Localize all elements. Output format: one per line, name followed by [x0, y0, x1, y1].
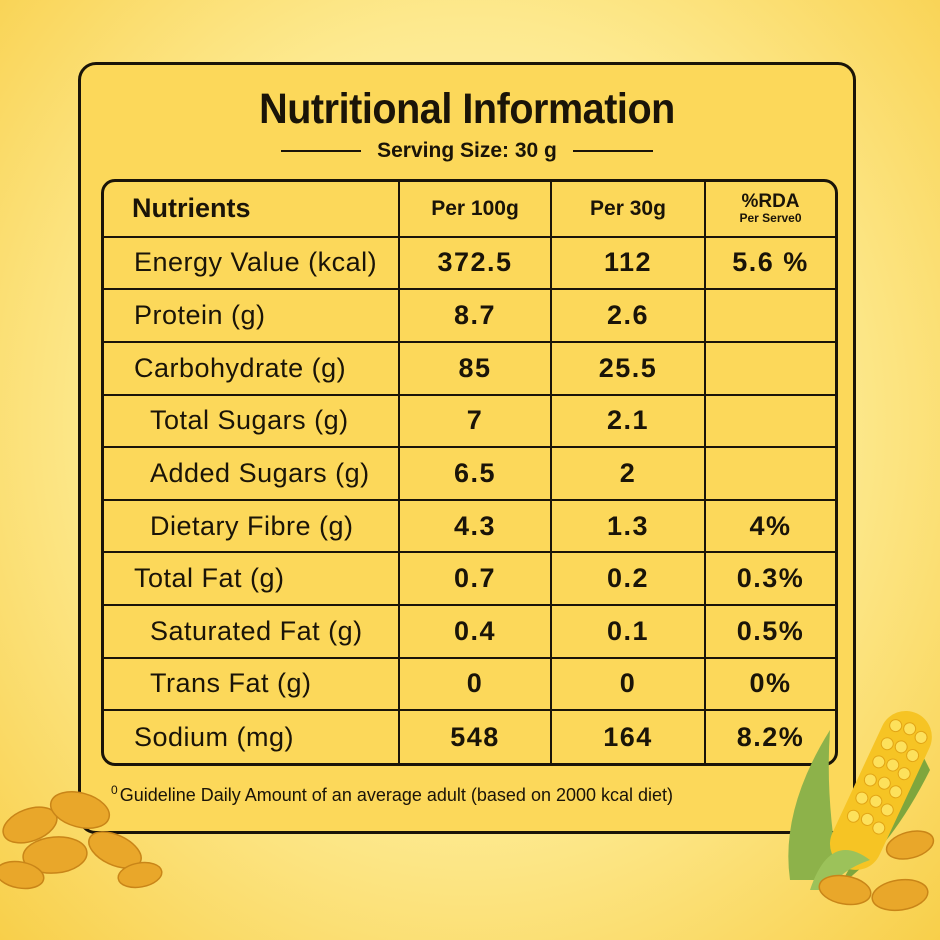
value-rda — [704, 393, 835, 449]
value-rda — [704, 340, 835, 396]
table-header-row: Nutrients Per 100g Per 30g %RDA Per Serv… — [104, 182, 835, 238]
header-rda-sub: Per Serve0 — [739, 211, 802, 226]
nutrient-name: Protein (g) — [104, 288, 400, 343]
serving-size-label: Serving Size: 30 g — [377, 139, 557, 162]
nutrient-name: Trans Fat (g) — [104, 656, 400, 712]
nutrient-name: Total Sugars (g) — [104, 393, 400, 449]
value-per-30g: 2.6 — [550, 288, 706, 343]
value-rda: 4% — [704, 498, 835, 554]
corn-cob-image — [788, 710, 932, 890]
nutrition-table: Nutrients Per 100g Per 30g %RDA Per Serv… — [101, 179, 838, 766]
value-per-30g: 0.2 — [550, 551, 706, 607]
table-row: Added Sugars (g) 6.5 2 — [104, 446, 835, 501]
nutrient-name: Total Fat (g) — [104, 551, 400, 607]
value-per-30g: 0.1 — [550, 604, 706, 659]
value-rda — [704, 288, 835, 343]
value-rda: 0.3% — [704, 551, 835, 607]
nutrient-name: Sodium (mg) — [104, 709, 400, 763]
footnote-marker: 0 — [111, 783, 118, 797]
footnote: 0 Guideline Daily Amount of an average ad… — [111, 783, 673, 806]
value-rda: 5.6 % — [704, 236, 835, 291]
value-per-30g: 1.3 — [550, 498, 706, 554]
value-per-100g: 0.7 — [398, 551, 552, 607]
footnote-text: Guideline Daily Amount of an average adu… — [119, 785, 674, 805]
table-row: Sodium (mg) 548 164 8.2% — [104, 709, 835, 763]
value-per-100g: 8.7 — [398, 288, 552, 343]
divider — [281, 150, 362, 152]
table-row: Carbohydrate (g) 85 25.5 — [104, 340, 835, 396]
value-rda — [704, 446, 835, 501]
nutrient-name: Carbohydrate (g) — [104, 340, 400, 396]
table-row: Trans Fat (g) 0 0 0% — [104, 656, 835, 712]
value-per-30g: 0 — [550, 656, 706, 712]
value-per-100g: 6.5 — [398, 446, 552, 501]
page-title: Nutritional Information — [259, 85, 675, 133]
nutrient-name: Added Sugars (g) — [104, 446, 400, 501]
nutrient-name: Energy Value (kcal) — [104, 236, 400, 291]
value-rda: 0% — [704, 656, 835, 712]
header-rda: %RDA Per Serve0 — [704, 182, 835, 238]
value-rda: 8.2% — [704, 709, 835, 763]
table-row: Dietary Fibre (g) 4.3 1.3 4% — [104, 498, 835, 554]
table-row: Protein (g) 8.7 2.6 — [104, 288, 835, 343]
value-per-100g: 0 — [398, 656, 552, 712]
table-row: Saturated Fat (g) 0.4 0.1 0.5% — [104, 604, 835, 659]
table-row: Energy Value (kcal) 372.5 112 5.6 % — [104, 236, 835, 291]
header-rda-label: %RDA — [741, 191, 800, 213]
nutrition-panel: Nutritional Information Serving Size: 30… — [78, 62, 856, 834]
value-per-100g: 548 — [398, 709, 552, 763]
value-per-30g: 112 — [550, 236, 706, 291]
table-row: Total Sugars (g) 7 2.1 — [104, 393, 835, 449]
serving-size: Serving Size: 30 g — [81, 139, 853, 163]
nutrient-name: Dietary Fibre (g) — [104, 498, 400, 554]
header-nutrients: Nutrients — [104, 182, 400, 238]
value-rda: 0.5% — [704, 604, 835, 659]
value-per-100g: 372.5 — [398, 236, 552, 291]
corn-flakes-image — [0, 791, 163, 890]
nutrient-name: Saturated Fat (g) — [104, 604, 400, 659]
corn-flakes-image — [818, 830, 935, 912]
header-per-100g: Per 100g — [398, 182, 552, 238]
value-per-100g: 85 — [398, 340, 552, 396]
value-per-100g: 0.4 — [398, 604, 552, 659]
value-per-100g: 4.3 — [398, 498, 552, 554]
value-per-30g: 25.5 — [550, 340, 706, 396]
value-per-30g: 164 — [550, 709, 706, 763]
header-per-30g: Per 30g — [550, 182, 706, 238]
divider — [572, 150, 653, 152]
value-per-30g: 2 — [550, 446, 706, 501]
value-per-30g: 2.1 — [550, 393, 706, 449]
table-row: Total Fat (g) 0.7 0.2 0.3% — [104, 551, 835, 607]
value-per-100g: 7 — [398, 393, 552, 449]
